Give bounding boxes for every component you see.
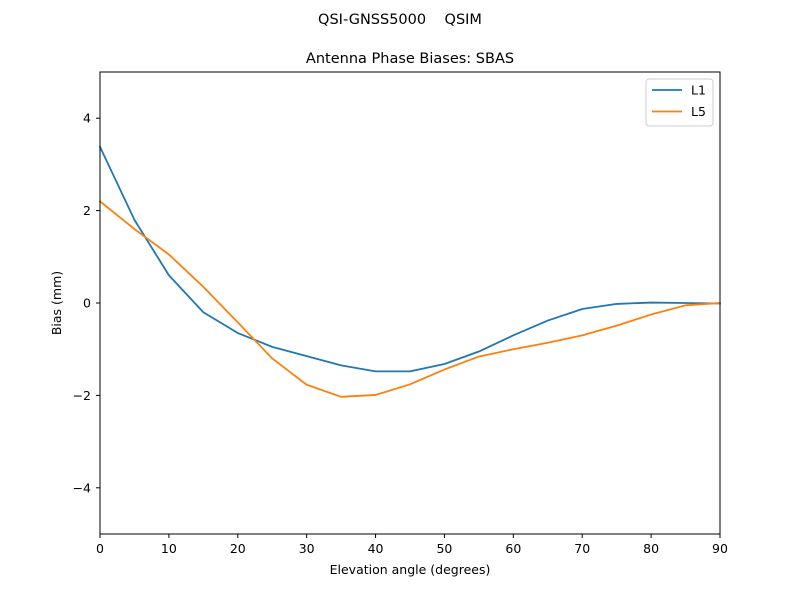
x-tick-label: 20: [230, 541, 246, 556]
y-tick-label: 2: [83, 203, 91, 218]
chart-title: Antenna Phase Biases: SBAS: [306, 51, 514, 67]
x-tick-label: 60: [505, 541, 521, 556]
x-tick-label: 70: [574, 541, 590, 556]
y-tick-label: −4: [73, 480, 91, 495]
y-axis-label: Bias (mm): [49, 271, 64, 335]
legend-label-l5: L5: [691, 104, 706, 119]
chart-suptitle: QSI-GNSS5000 QSIM: [318, 12, 482, 28]
x-tick-label: 0: [96, 541, 104, 556]
series-line-l1: [98, 145, 721, 373]
series-layer: [98, 145, 721, 398]
x-tick-label: 40: [368, 541, 384, 556]
y-tick-label: −2: [73, 388, 91, 403]
legend-label-l1: L1: [691, 83, 706, 98]
y-axis-ticks: −4 −2 0 2 4: [73, 111, 100, 495]
y-tick-label: 0: [83, 296, 91, 311]
x-tick-label: 90: [712, 541, 728, 556]
x-tick-label: 50: [436, 541, 452, 556]
x-axis-label: Elevation angle (degrees): [330, 562, 491, 577]
x-tick-label: 80: [643, 541, 659, 556]
x-tick-label: 30: [299, 541, 315, 556]
plot-area: 0 10 20 30 40 50 60 70 80 90 −4 −2 0 2 4: [73, 71, 728, 556]
x-tick-label: 10: [161, 541, 177, 556]
series-line-l5: [98, 200, 721, 398]
x-axis-ticks: 0 10 20 30 40 50 60 70 80 90: [96, 534, 728, 556]
y-tick-label: 4: [83, 111, 91, 126]
